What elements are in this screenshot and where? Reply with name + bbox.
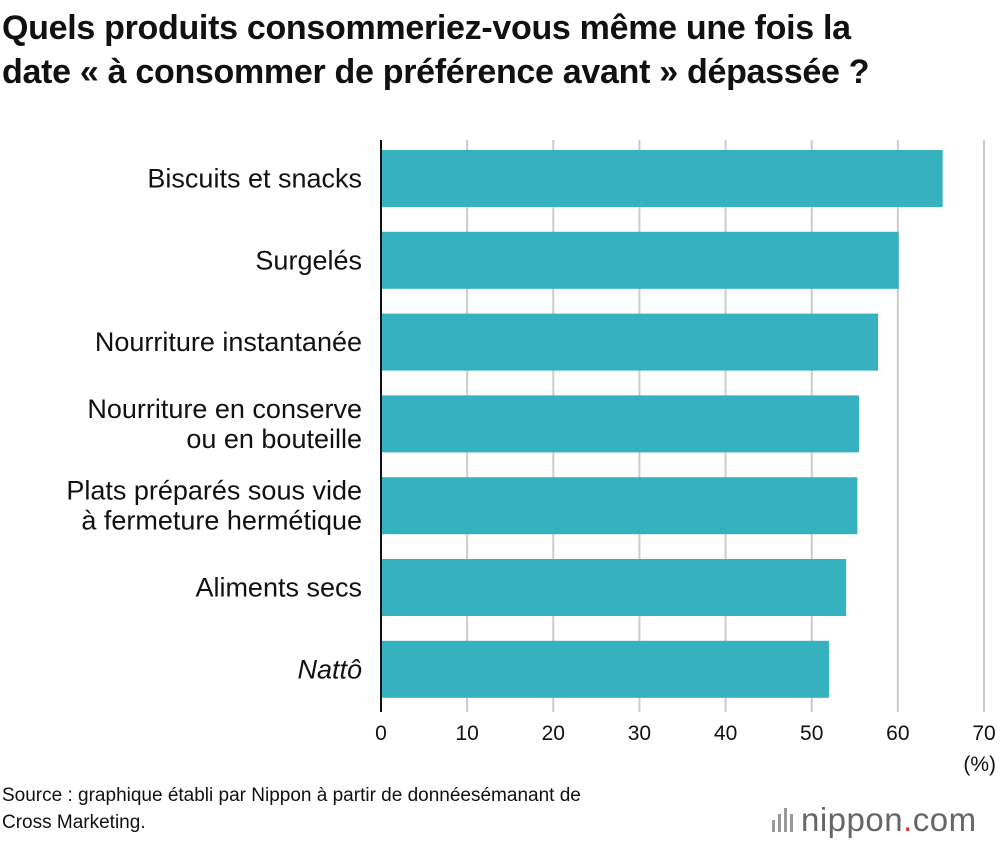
category-label-1: Surgelés bbox=[255, 245, 362, 275]
category-label-3-line-1: ou en bouteille bbox=[186, 424, 362, 454]
category-label-0: Biscuits et snacks bbox=[147, 164, 362, 194]
category-label-6: Nattô bbox=[297, 654, 362, 684]
bar-1 bbox=[381, 231, 899, 289]
category-label-4-line-1: à fermeture hermétique bbox=[81, 506, 362, 536]
bar-2 bbox=[381, 313, 879, 371]
x-tick-label-60: 60 bbox=[886, 722, 909, 745]
bar-3 bbox=[381, 395, 860, 453]
chart-title: Quels produits consommeriez-vous même un… bbox=[2, 6, 998, 94]
category-label-5: Aliments secs bbox=[195, 573, 362, 603]
chart-title-line-1: Quels produits consommeriez-vous même un… bbox=[2, 9, 851, 47]
bar-4 bbox=[381, 477, 858, 535]
nippon-logo-wordmark: nippon.com bbox=[801, 801, 977, 838]
source-note: Source : graphique établi par Nippon à p… bbox=[2, 785, 581, 833]
category-label-2: Nourriture instantanée bbox=[95, 327, 362, 357]
category-label-3-line-0: Nourriture en conserve bbox=[87, 394, 362, 424]
x-tick-label-50: 50 bbox=[800, 722, 823, 745]
x-tick-label-30: 30 bbox=[628, 722, 651, 745]
x-tick-label-10: 10 bbox=[455, 722, 478, 745]
x-unit-label: (%) bbox=[963, 753, 996, 776]
category-label-4-line-0: Plats préparés sous vide bbox=[66, 476, 362, 506]
x-tick-label-70: 70 bbox=[972, 722, 995, 745]
bar-chart: Biscuits et snacks Surgelés Nourriture ins… bbox=[66, 140, 996, 776]
bar-5 bbox=[381, 559, 847, 616]
bar-6 bbox=[381, 640, 829, 698]
x-tick-label-20: 20 bbox=[542, 722, 565, 745]
bar-0 bbox=[381, 150, 943, 207]
x-tick-label-0: 0 bbox=[375, 722, 387, 745]
nippon-logo: nippon.com bbox=[772, 800, 977, 840]
chart-title-line-2: date « à consommer de préférence avant »… bbox=[2, 53, 870, 91]
nippon-logo-icon bbox=[772, 808, 793, 832]
x-tick-label-40: 40 bbox=[714, 722, 737, 745]
